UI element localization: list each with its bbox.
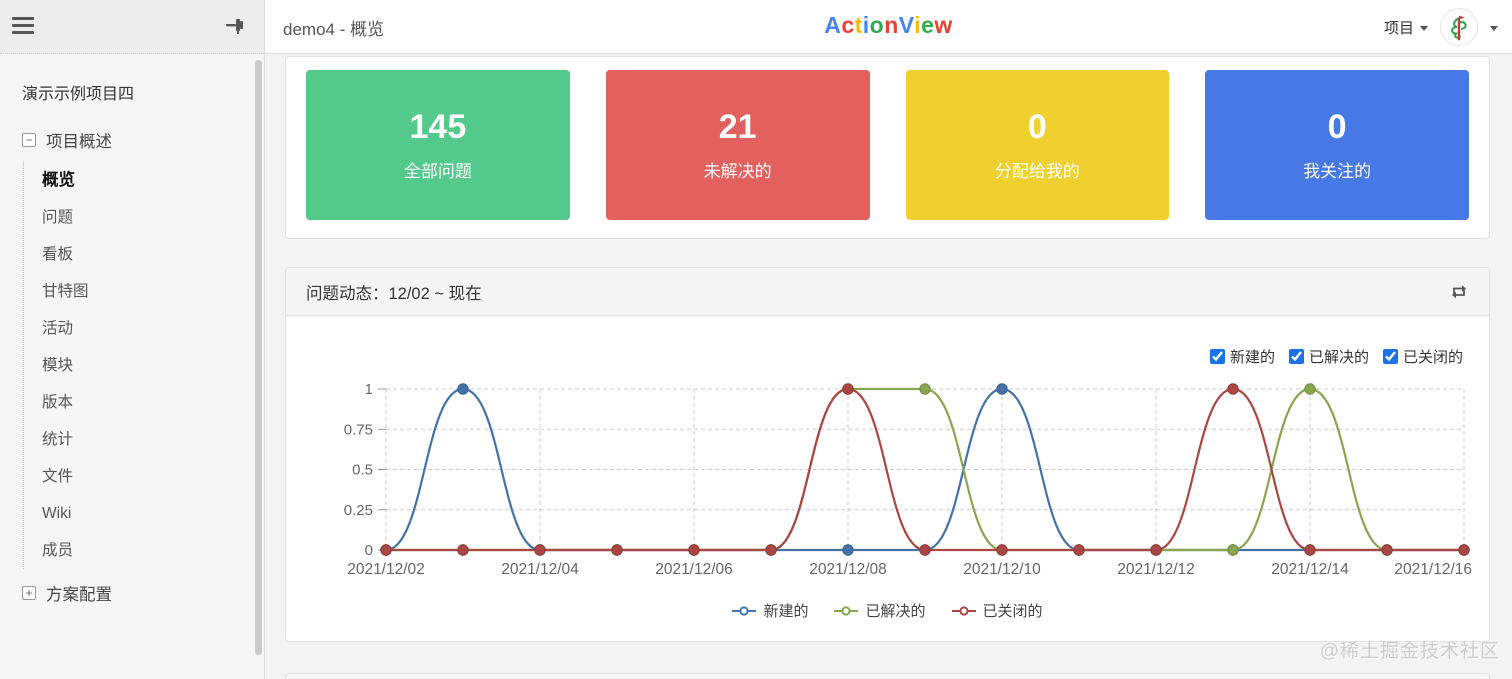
caret-down-icon[interactable] xyxy=(1490,25,1498,31)
header-right: 项目 xyxy=(1384,0,1498,54)
legend-item-已关闭的[interactable]: 已关闭的 xyxy=(951,600,1043,621)
sidebar-item-gantt[interactable]: 甘特图 xyxy=(42,283,89,300)
legend-label: 已关闭的 xyxy=(982,603,1043,620)
svg-text:1: 1 xyxy=(365,381,373,398)
issue-trend-chart: 0 0.25 0.5 0.75 1 2021/12/02 2021/12/04 2021/12… xyxy=(344,381,1472,578)
watermark: @稀土掘金技术社区 xyxy=(1319,641,1500,662)
svg-text:2021/12/14: 2021/12/14 xyxy=(1271,561,1349,578)
logo-letter: i xyxy=(862,12,870,38)
stat-label: 全部问题 xyxy=(403,162,472,181)
sidebar-item-modules[interactable]: 模块 xyxy=(42,357,74,374)
project-dropdown[interactable]: 项目 xyxy=(1384,17,1428,38)
sidebar-header xyxy=(0,0,264,54)
logo-letter: t xyxy=(854,12,863,38)
sidebar-item-overview[interactable]: 概览 xyxy=(42,171,75,189)
legend-line-marker-icon xyxy=(834,605,859,616)
series-toggle-label: 新建的 xyxy=(1229,349,1275,366)
logo-letter: w xyxy=(934,12,953,38)
svg-text:2021/12/16: 2021/12/16 xyxy=(1394,561,1472,578)
stat-card-watched-by-me[interactable]: 0 我关注的 xyxy=(1205,70,1469,220)
legend-item-新建的[interactable]: 新建的 xyxy=(732,600,808,621)
logo-letter: c xyxy=(841,12,855,38)
stat-value: 145 xyxy=(409,108,467,146)
sidebar-item-wiki[interactable]: Wiki xyxy=(42,505,72,522)
series-toggle-已关闭的[interactable]: 已关闭的 xyxy=(1382,346,1463,367)
svg-text:2021/12/02: 2021/12/02 xyxy=(347,561,425,578)
series-toggle-label: 已解决的 xyxy=(1308,349,1369,366)
svg-text:2021/12/10: 2021/12/10 xyxy=(963,561,1041,578)
svg-text:2021/12/08: 2021/12/08 xyxy=(809,561,887,578)
sidebar-item-activity[interactable]: 活动 xyxy=(42,320,74,337)
logo-letter: i xyxy=(914,12,922,38)
stat-label: 未解决的 xyxy=(703,162,772,181)
issue-trend-panel-heading: 问题动态：12/02 ~ 现在 xyxy=(286,268,1489,316)
project-name: 演示示例项目四 xyxy=(22,86,135,103)
series-checkbox[interactable] xyxy=(1382,349,1398,364)
sidebar: 演示示例项目四 − 项目概述 概览 问题 看板 甘特图 活动 模块 版本 统计 … xyxy=(0,0,265,679)
stat-value: 0 xyxy=(1027,108,1047,146)
caret-down-icon xyxy=(1420,25,1428,31)
legend-line-marker-icon xyxy=(732,605,757,616)
expand-plus-icon[interactable]: + xyxy=(22,586,36,600)
sidebar-item-files[interactable]: 文件 xyxy=(42,468,74,485)
svg-text:0.75: 0.75 xyxy=(344,421,373,438)
main-content: 145 全部问题 21 未解决的 0 分配给我的 0 我关注的 问题动态：12/… xyxy=(265,54,1512,679)
sidebar-item-stats[interactable]: 统计 xyxy=(42,431,74,448)
issue-trend-title: 问题动态：12/02 ~ 现在 xyxy=(306,284,482,303)
logo-letter: e xyxy=(921,12,935,38)
sidebar-section-project-overview[interactable]: − 项目概述 xyxy=(22,128,264,152)
sidebar-item-versions[interactable]: 版本 xyxy=(42,394,74,411)
issue-trend-chart-body: 新建的 已解决的 已关闭的 0 0.25 0.5 0.75 1 2021/12/02 2021/… xyxy=(286,316,1489,641)
stat-value: 0 xyxy=(1327,108,1347,146)
logo-letter: n xyxy=(884,12,899,38)
issue-trend-panel: 问题动态：12/02 ~ 现在 新建的 已解决的 已关闭的 0 0.25 0.5 0.75… xyxy=(285,267,1490,642)
sidebar-section-label: 项目概述 xyxy=(46,133,112,151)
series-checkbox[interactable] xyxy=(1209,349,1225,364)
legend-item-已解决的[interactable]: 已解决的 xyxy=(834,600,926,621)
logo-letter: V xyxy=(898,12,915,38)
series-checkbox[interactable] xyxy=(1288,349,1304,364)
stat-card-all-issues[interactable]: 145 全部问题 xyxy=(306,70,570,220)
stat-label: 分配给我的 xyxy=(994,162,1080,181)
sidebar-section-scheme-config[interactable]: + 方案配置 xyxy=(22,581,264,605)
svg-text:0.25: 0.25 xyxy=(344,502,373,519)
svg-text:2021/12/06: 2021/12/06 xyxy=(655,561,733,578)
series-toggle-label: 已关闭的 xyxy=(1402,349,1463,366)
sidebar-submenu: 概览 问题 看板 甘特图 活动 模块 版本 统计 文件 Wiki 成员 xyxy=(23,162,264,569)
svg-text:2021/12/12: 2021/12/12 xyxy=(1117,561,1195,578)
top-header: demo4 - 概览 ActionView 项目 xyxy=(265,0,1512,54)
stat-value: 21 xyxy=(718,108,757,146)
stat-card-unresolved[interactable]: 21 未解决的 xyxy=(605,70,870,220)
avatar[interactable] xyxy=(1440,8,1478,46)
sidebar-item-kanban[interactable]: 看板 xyxy=(42,246,74,263)
page-title: demo4 - 概览 xyxy=(283,20,385,39)
hamburger-icon[interactable] xyxy=(12,17,34,38)
collapse-minus-icon[interactable]: − xyxy=(22,133,36,147)
legend-label: 已解决的 xyxy=(865,603,926,620)
next-panel-partial xyxy=(285,673,1490,679)
sidebar-item-members[interactable]: 成员 xyxy=(42,542,74,559)
chart-series-toggles: 新建的 已解决的 已关闭的 xyxy=(1209,346,1463,367)
sidebar-section-label: 方案配置 xyxy=(46,586,112,604)
svg-text:0.5: 0.5 xyxy=(352,462,373,479)
legend-line-marker-icon xyxy=(951,605,976,616)
project-dropdown-label: 项目 xyxy=(1383,19,1414,37)
svg-text:0: 0 xyxy=(365,542,373,559)
retweet-refresh-icon[interactable] xyxy=(1449,284,1469,300)
logo-letter: A xyxy=(824,12,842,38)
sidebar-scrollbar[interactable] xyxy=(255,60,262,655)
sidebar-item-issues[interactable]: 问题 xyxy=(42,209,74,226)
chart-legend: 新建的 已解决的 已关闭的 xyxy=(286,600,1489,621)
logo-letter: o xyxy=(869,12,885,38)
sidebar-menu: 演示示例项目四 − 项目概述 概览 问题 看板 甘特图 活动 模块 版本 统计 … xyxy=(0,54,264,605)
series-toggle-已解决的[interactable]: 已解决的 xyxy=(1288,346,1369,367)
stat-cards-panel: 145 全部问题 21 未解决的 0 分配给我的 0 我关注的 xyxy=(285,56,1490,239)
stat-card-assigned-to-me[interactable]: 0 分配给我的 xyxy=(905,70,1170,220)
stat-label: 我关注的 xyxy=(1303,162,1372,181)
series-toggle-新建的[interactable]: 新建的 xyxy=(1209,346,1275,367)
svg-text:2021/12/04: 2021/12/04 xyxy=(501,561,579,578)
app-logo[interactable]: ActionView xyxy=(824,12,953,39)
pin-icon[interactable] xyxy=(224,16,246,41)
legend-label: 新建的 xyxy=(763,603,809,620)
